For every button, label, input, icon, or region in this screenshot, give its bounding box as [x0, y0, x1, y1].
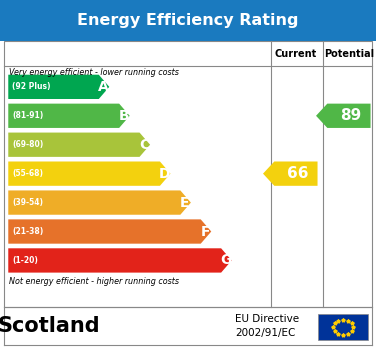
Text: (21-38): (21-38)	[12, 227, 43, 236]
Text: E: E	[180, 196, 190, 209]
Polygon shape	[263, 161, 317, 186]
Bar	[4, 41, 372, 307]
Text: (69-80): (69-80)	[12, 140, 43, 149]
Polygon shape	[8, 161, 170, 186]
Text: Not energy efficient - higher running costs: Not energy efficient - higher running co…	[9, 277, 179, 286]
Polygon shape	[316, 104, 370, 128]
Text: (92 Plus): (92 Plus)	[12, 82, 50, 92]
Text: B: B	[118, 109, 129, 123]
Text: 66: 66	[287, 166, 309, 181]
Polygon shape	[8, 75, 109, 99]
Text: Current: Current	[275, 49, 317, 58]
Polygon shape	[8, 219, 211, 244]
Text: F: F	[200, 224, 210, 238]
Text: C: C	[139, 138, 149, 152]
Bar	[318, 314, 368, 340]
Text: A: A	[98, 80, 109, 94]
Text: Scotland: Scotland	[0, 316, 100, 336]
Text: D: D	[159, 167, 170, 181]
Text: EU Directive
2002/91/EC: EU Directive 2002/91/EC	[235, 314, 299, 338]
Polygon shape	[8, 104, 130, 128]
Polygon shape	[8, 190, 191, 215]
Text: Very energy efficient - lower running costs: Very energy efficient - lower running co…	[9, 68, 179, 77]
Text: G: G	[220, 253, 231, 268]
Text: Energy Efficiency Rating: Energy Efficiency Rating	[77, 13, 299, 28]
Text: (39-54): (39-54)	[12, 198, 43, 207]
Text: (55-68): (55-68)	[12, 169, 43, 178]
Polygon shape	[8, 133, 150, 157]
Text: 89: 89	[340, 108, 361, 123]
Text: (81-91): (81-91)	[12, 111, 43, 120]
Text: Potential: Potential	[324, 49, 374, 58]
Polygon shape	[8, 248, 232, 272]
Text: (1-20): (1-20)	[12, 256, 38, 265]
Bar	[0, 0, 376, 41]
